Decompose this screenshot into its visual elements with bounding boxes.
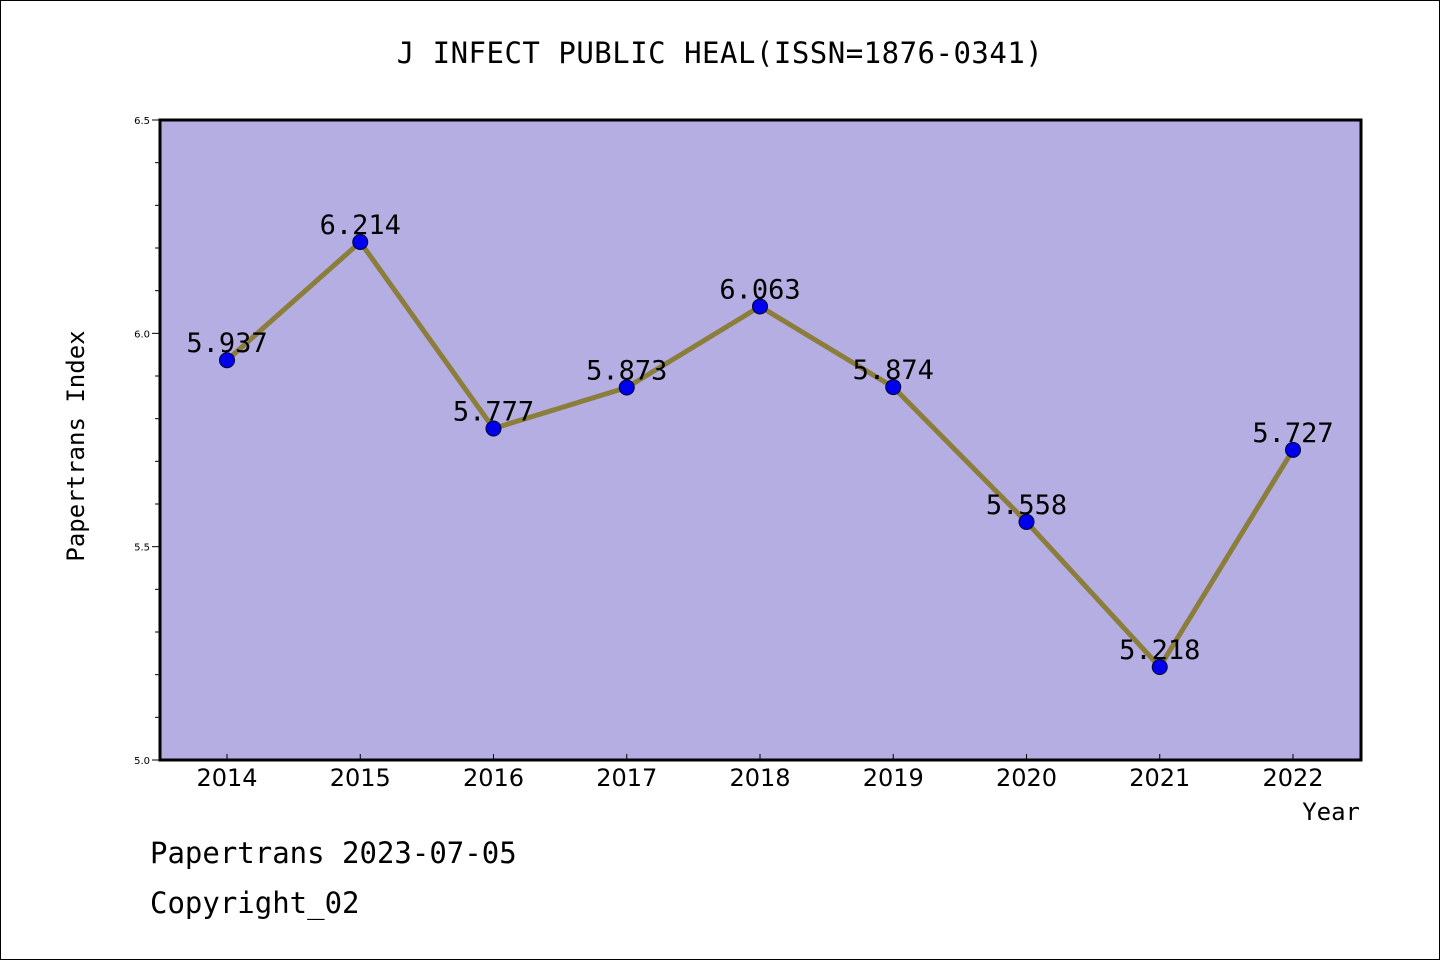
x-tick-label: 2018 [729, 764, 790, 792]
data-label: 5.558 [986, 490, 1067, 521]
x-tick-label: 2017 [596, 764, 657, 792]
data-point [219, 352, 235, 369]
data-label: 5.873 [586, 356, 667, 387]
data-point [352, 234, 369, 251]
data-label: 5.727 [1252, 418, 1333, 449]
x-tick-label: 2019 [863, 764, 924, 792]
x-tick-label: 2016 [463, 764, 524, 792]
data-series [219, 234, 1301, 675]
y-axis-label: Papertrans Index [62, 330, 90, 561]
footer-date: Papertrans 2023-07-05 [150, 836, 517, 870]
chart-title: J INFECT PUBLIC HEAL(ISSN=1876-0341) [396, 36, 1044, 70]
plot-area [158, 118, 1363, 762]
y-tick-label: 6.5 [134, 116, 150, 127]
data-point [1151, 658, 1168, 675]
y-axis: 5.0 5.5 6.0 6.5 [134, 116, 160, 767]
data-labels: 5.937 6.214 5.777 5.873 6.063 5.874 5.558 5.218… [186, 210, 1333, 666]
x-tick-label: 2021 [1129, 764, 1190, 792]
x-tick-label: 2022 [1262, 764, 1323, 792]
y-tick-label: 5.5 [134, 543, 150, 554]
data-label: 5.218 [1119, 635, 1200, 666]
data-label: 5.874 [853, 355, 934, 386]
x-tick-label: 2014 [196, 764, 257, 792]
x-tick-label: 2015 [330, 764, 391, 792]
y-tick-label: 5.0 [134, 756, 150, 767]
x-tick-label: 2020 [996, 764, 1057, 792]
data-point [752, 298, 768, 315]
data-point [618, 379, 635, 396]
data-label: 6.214 [320, 210, 401, 241]
data-point [1018, 513, 1035, 530]
data-label: 5.937 [186, 328, 267, 359]
data-point [885, 379, 902, 396]
data-point [485, 420, 502, 437]
data-label: 6.063 [719, 274, 800, 305]
footer-copyright: Copyright_02 [150, 886, 360, 920]
data-point [1285, 441, 1301, 458]
data-label: 5.777 [453, 396, 534, 427]
x-axis-label: Year [1302, 798, 1360, 826]
x-axis: 2014 2015 2016 2017 2018 2019 2020 2021 2022 [196, 754, 1324, 792]
y-tick-label: 6.0 [134, 329, 150, 340]
